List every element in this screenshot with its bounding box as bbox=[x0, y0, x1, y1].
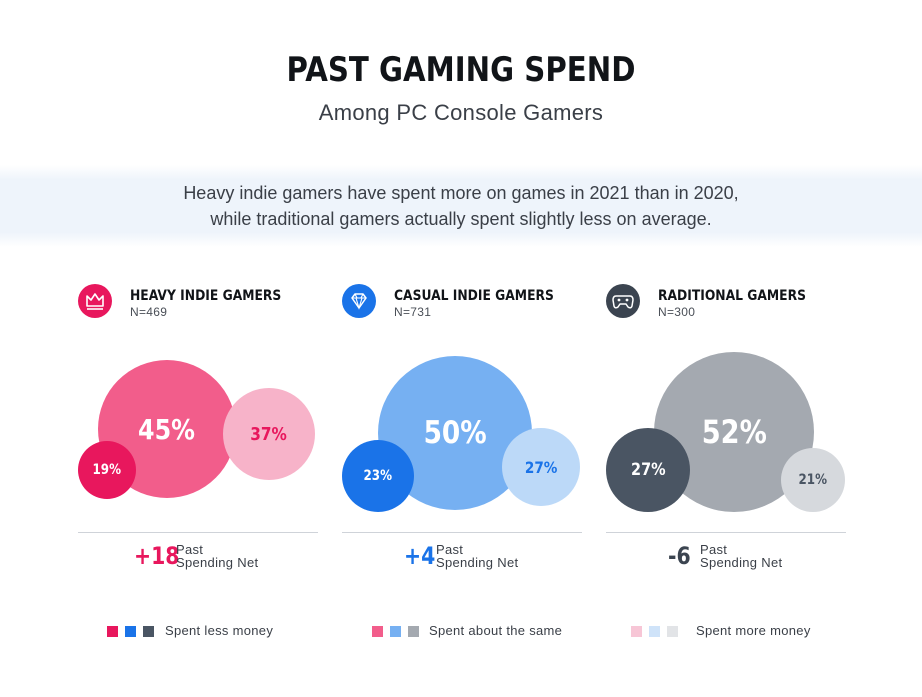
group-panel-casual-indie: CASUAL INDIE GAMERS N=731 50% 27% 23% +4… bbox=[342, 280, 622, 580]
net-value: -6 bbox=[668, 542, 691, 570]
divider bbox=[78, 532, 318, 533]
crown-icon bbox=[78, 284, 112, 318]
group-name: RADITIONAL GAMERS bbox=[658, 288, 806, 304]
summary-line-2: while traditional gamers actually spent … bbox=[210, 209, 712, 229]
chart-subtitle: Among PC Console Gamers bbox=[318, 100, 604, 125]
bubble-same: 50% bbox=[378, 356, 532, 510]
legend-label: Spent more money bbox=[696, 623, 811, 638]
legend-label: Spent about the same bbox=[429, 623, 563, 638]
legend-swatch bbox=[107, 626, 118, 637]
net-label-line2: Spending Net bbox=[176, 555, 259, 570]
bubble-cluster: 52% 21% 27% bbox=[606, 340, 886, 520]
chart-title: PAST GAMING SPEND bbox=[286, 50, 636, 90]
summary-text: Heavy indie gamers have spent more on ga… bbox=[0, 180, 922, 232]
legend-swatch bbox=[125, 626, 136, 637]
group-name: CASUAL INDIE GAMERS bbox=[394, 288, 554, 304]
legend-swatch bbox=[649, 626, 660, 637]
legend-label: Spent less money bbox=[165, 623, 274, 638]
net-value: +4 bbox=[404, 542, 436, 570]
group-sample-size: N=300 bbox=[658, 305, 696, 319]
net-value: +18 bbox=[134, 542, 180, 570]
group-sample-size: N=469 bbox=[130, 305, 168, 319]
group-sample-size: N=731 bbox=[394, 305, 432, 319]
legend-swatch bbox=[390, 626, 401, 637]
net-label-line2: Spending Net bbox=[700, 555, 783, 570]
bubble-more: 27% bbox=[502, 428, 580, 506]
gamepad-icon bbox=[606, 284, 640, 318]
divider bbox=[606, 532, 846, 533]
legend-swatch bbox=[667, 626, 678, 637]
summary-band bbox=[0, 165, 922, 247]
group-name: HEAVY INDIE GAMERS bbox=[130, 288, 282, 304]
legend-swatch bbox=[408, 626, 419, 637]
legend-swatch bbox=[631, 626, 642, 637]
bubble-more: 21% bbox=[781, 448, 845, 512]
group-panel-traditional: RADITIONAL GAMERS N=300 52% 21% 27% -6 P… bbox=[606, 280, 886, 580]
net-label-line1: Past bbox=[700, 542, 728, 557]
bubble-cluster: 50% 27% 23% bbox=[342, 340, 622, 520]
net-label-line1: Past bbox=[176, 542, 204, 557]
legend-swatch bbox=[372, 626, 383, 637]
summary-line-1: Heavy indie gamers have spent more on ga… bbox=[183, 183, 739, 203]
bubble-more: 37% bbox=[223, 388, 315, 480]
bubble-less: 19% bbox=[78, 441, 136, 499]
bubble-less: 23% bbox=[342, 440, 414, 512]
divider bbox=[342, 532, 582, 533]
net-label-line1: Past bbox=[436, 542, 464, 557]
legend-swatch bbox=[143, 626, 154, 637]
diamond-icon bbox=[342, 284, 376, 318]
bubble-cluster: 45% 37% 19% bbox=[78, 340, 358, 520]
net-label-line2: Spending Net bbox=[436, 555, 519, 570]
group-panel-heavy-indie: HEAVY INDIE GAMERS N=469 45% 37% 19% +18… bbox=[78, 280, 358, 580]
bubble-less: 27% bbox=[606, 428, 690, 512]
